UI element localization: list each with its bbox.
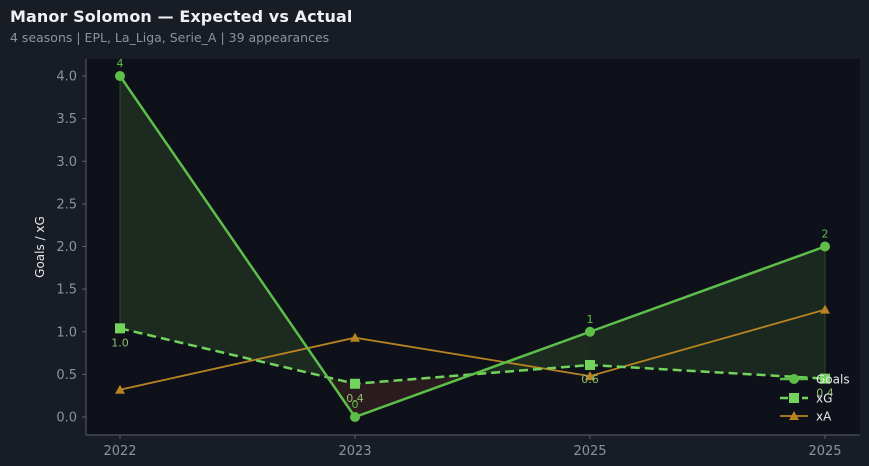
- y-tick-label: 4.0: [56, 70, 77, 85]
- legend-label: Goals: [816, 373, 850, 387]
- xa-marker-triangle-icon: [115, 384, 125, 394]
- legend-goals-circle-icon: [789, 374, 799, 384]
- legend-label: xG: [816, 392, 832, 406]
- y-tick-label: 2.5: [56, 197, 77, 212]
- goals-line: [118, 75, 826, 419]
- y-tick-label: 1.5: [56, 283, 77, 298]
- legend-label: xA: [816, 410, 832, 424]
- x-tick-label: 2023: [338, 444, 371, 459]
- xg-value-label: 1.0: [111, 336, 129, 349]
- x-tick-label: 2025: [573, 444, 606, 459]
- chart-title: Manor Solomon — Expected vs Actual: [10, 7, 353, 26]
- xg-marker-square-icon: [820, 373, 830, 384]
- goals-marker-circle-icon: [820, 241, 830, 252]
- goals-marker-circle-icon: [350, 412, 360, 422]
- xg-marker-square-icon: [585, 359, 595, 370]
- chart-subtitle: 4 seasons | EPL, La_Liga, Serie_A | 39 a…: [10, 30, 330, 45]
- y-axis-label: Goals / xG: [33, 216, 47, 278]
- goals-marker-circle-icon: [585, 326, 595, 337]
- goals-value-label: 1: [587, 313, 594, 326]
- xa-marker-triangle-icon: [350, 332, 360, 342]
- area-fill: [590, 246, 825, 379]
- legend-xa-triangle-icon: [789, 411, 799, 420]
- xa-line: [119, 308, 826, 391]
- goals-value-label: 0: [352, 398, 359, 411]
- y-tick-label: 3.0: [56, 155, 77, 170]
- y-tick-label: 1.0: [56, 325, 77, 340]
- y-tick-label: 2.0: [56, 240, 77, 255]
- y-tick-label: 0.5: [56, 368, 77, 383]
- x-tick-label: 2022: [103, 444, 136, 459]
- goals-value-label: 4: [117, 57, 124, 70]
- xa-marker-triangle-icon: [820, 304, 830, 314]
- xg-line: [119, 327, 826, 386]
- x-tick-label: 2025: [808, 444, 841, 459]
- xg-marker-square-icon: [115, 323, 125, 334]
- xg-value-label: 0.6: [581, 373, 599, 386]
- y-tick-label: 0.0: [56, 411, 77, 426]
- xg-value-label: 0.4: [346, 392, 364, 405]
- y-tick-label: 3.5: [56, 112, 77, 127]
- xa-marker-triangle-icon: [585, 371, 595, 381]
- goals-value-label: 2: [822, 228, 829, 241]
- goals-marker-circle-icon: [115, 71, 125, 81]
- xg-value-label: 0.4: [816, 387, 834, 400]
- legend-xg-square-icon: [789, 393, 799, 403]
- xg-marker-square-icon: [350, 378, 360, 389]
